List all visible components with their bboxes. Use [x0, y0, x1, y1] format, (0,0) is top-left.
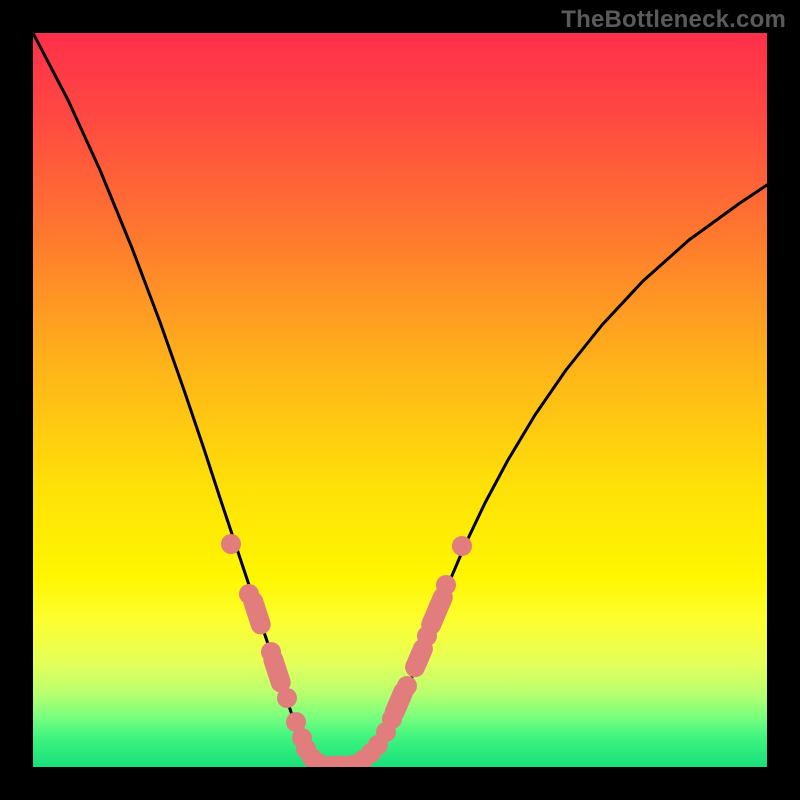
red-dot: [436, 575, 456, 595]
red-dot: [277, 688, 297, 708]
red-dot: [417, 626, 437, 646]
plot-area: [33, 33, 767, 767]
red-markers-layer: [33, 33, 767, 767]
watermark-text: TheBottleneck.com: [561, 6, 786, 34]
red-dot: [239, 584, 259, 604]
red-dot: [261, 642, 281, 662]
red-dot: [221, 534, 241, 554]
red-dot: [397, 676, 417, 696]
red-dot: [452, 536, 472, 556]
red-dot: [382, 709, 402, 729]
